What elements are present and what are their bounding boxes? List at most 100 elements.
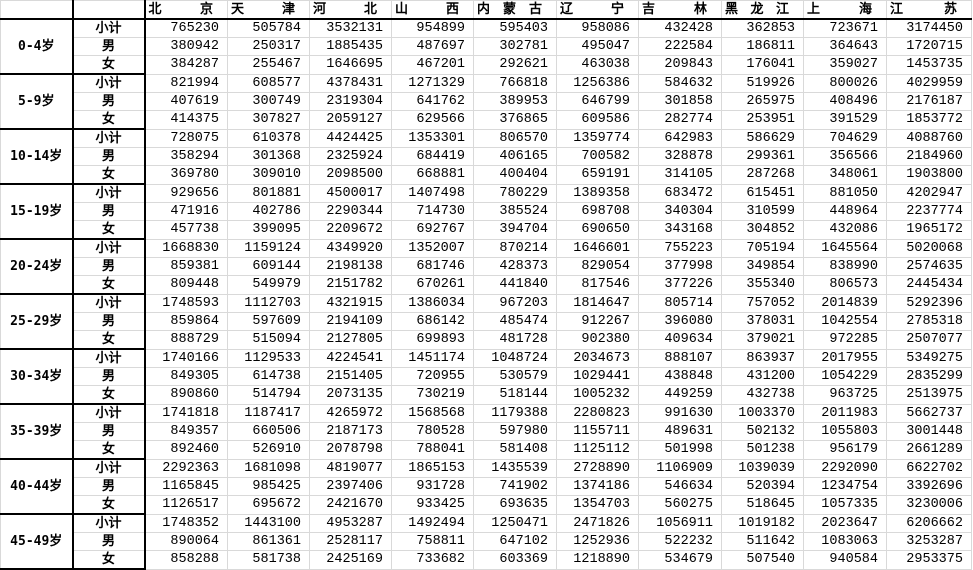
data-cell[interactable]: 2471826 — [556, 513, 639, 533]
data-cell[interactable]: 1741818 — [144, 403, 228, 423]
data-cell[interactable]: 1352007 — [391, 238, 474, 258]
data-cell[interactable]: 683472 — [638, 183, 722, 203]
data-cell[interactable]: 409634 — [638, 330, 722, 350]
row-label-cell[interactable]: 男 — [71, 257, 146, 276]
data-cell[interactable]: 1129533 — [227, 348, 310, 368]
data-cell[interactable]: 2209672 — [309, 220, 392, 240]
corner-cell-2[interactable] — [71, 0, 146, 20]
data-cell[interactable]: 432738 — [721, 385, 804, 405]
data-cell[interactable]: 399095 — [227, 220, 310, 240]
data-cell[interactable]: 1005232 — [556, 385, 639, 405]
data-cell[interactable]: 3532131 — [309, 18, 392, 38]
data-cell[interactable]: 757052 — [721, 293, 804, 313]
data-cell[interactable]: 929656 — [144, 183, 228, 203]
data-cell[interactable]: 186811 — [721, 37, 804, 56]
data-cell[interactable]: 355340 — [721, 275, 804, 295]
data-cell[interactable]: 2325924 — [309, 147, 392, 166]
age-group-cell[interactable]: 40-44岁 — [0, 458, 74, 515]
data-cell[interactable]: 457738 — [144, 220, 228, 240]
data-cell[interactable]: 3392696 — [886, 477, 972, 496]
data-cell[interactable]: 1453735 — [886, 55, 972, 75]
data-cell[interactable]: 176041 — [721, 55, 804, 75]
data-cell[interactable]: 414375 — [144, 110, 228, 130]
data-cell[interactable]: 2078798 — [309, 440, 392, 460]
row-label-cell[interactable]: 小计 — [71, 73, 146, 93]
data-cell[interactable]: 1374186 — [556, 477, 639, 496]
age-group-cell[interactable]: 30-34岁 — [0, 348, 74, 405]
data-cell[interactable]: 377226 — [638, 275, 722, 295]
age-group-cell[interactable]: 5-9岁 — [0, 73, 74, 130]
data-cell[interactable]: 1681098 — [227, 458, 310, 478]
data-cell[interactable]: 956179 — [803, 440, 887, 460]
data-cell[interactable]: 615451 — [721, 183, 804, 203]
data-cell[interactable]: 520394 — [721, 477, 804, 496]
data-cell[interactable]: 720955 — [391, 367, 474, 386]
data-cell[interactable]: 340304 — [638, 202, 722, 221]
data-cell[interactable]: 378031 — [721, 312, 804, 331]
data-cell[interactable]: 890064 — [144, 532, 228, 551]
column-header[interactable]: 江苏 — [886, 0, 972, 20]
row-label-cell[interactable]: 女 — [71, 165, 146, 185]
age-group-cell[interactable]: 15-19岁 — [0, 183, 74, 240]
data-cell[interactable]: 933425 — [391, 495, 474, 515]
data-cell[interactable]: 4088760 — [886, 128, 972, 148]
data-cell[interactable]: 432428 — [638, 18, 722, 38]
data-cell[interactable]: 6206662 — [886, 513, 972, 533]
data-cell[interactable]: 2014839 — [803, 293, 887, 313]
data-cell[interactable]: 1885435 — [309, 37, 392, 56]
data-cell[interactable]: 3174450 — [886, 18, 972, 38]
data-cell[interactable]: 2292363 — [144, 458, 228, 478]
data-cell[interactable]: 1451174 — [391, 348, 474, 368]
data-cell[interactable]: 642983 — [638, 128, 722, 148]
data-cell[interactable]: 222584 — [638, 37, 722, 56]
age-group-cell[interactable]: 45-49岁 — [0, 513, 74, 570]
data-cell[interactable]: 892460 — [144, 440, 228, 460]
data-cell[interactable]: 931728 — [391, 477, 474, 496]
data-cell[interactable]: 489631 — [638, 422, 722, 441]
data-cell[interactable]: 253951 — [721, 110, 804, 130]
column-header[interactable]: 吉林 — [638, 0, 722, 20]
row-label-cell[interactable]: 男 — [71, 37, 146, 56]
data-cell[interactable]: 1435539 — [473, 458, 557, 478]
data-cell[interactable]: 859864 — [144, 312, 228, 331]
data-cell[interactable]: 2198138 — [309, 257, 392, 276]
data-cell[interactable]: 4500017 — [309, 183, 392, 203]
data-cell[interactable]: 940584 — [803, 550, 887, 570]
data-cell[interactable]: 1256386 — [556, 73, 639, 93]
data-cell[interactable]: 3230006 — [886, 495, 972, 515]
data-cell[interactable]: 838990 — [803, 257, 887, 276]
data-cell[interactable]: 659191 — [556, 165, 639, 185]
data-cell[interactable]: 2176187 — [886, 92, 972, 111]
data-cell[interactable]: 705194 — [721, 238, 804, 258]
data-cell[interactable]: 2034673 — [556, 348, 639, 368]
data-cell[interactable]: 912267 — [556, 312, 639, 331]
data-cell[interactable]: 301368 — [227, 147, 310, 166]
data-cell[interactable]: 1645564 — [803, 238, 887, 258]
data-cell[interactable]: 394704 — [473, 220, 557, 240]
data-cell[interactable]: 546634 — [638, 477, 722, 496]
data-cell[interactable]: 369780 — [144, 165, 228, 185]
data-cell[interactable]: 1443100 — [227, 513, 310, 533]
data-cell[interactable]: 963725 — [803, 385, 887, 405]
row-label-cell[interactable]: 小计 — [71, 293, 146, 313]
data-cell[interactable]: 603369 — [473, 550, 557, 570]
column-header[interactable]: 辽宁 — [556, 0, 639, 20]
data-cell[interactable]: 1112703 — [227, 293, 310, 313]
data-cell[interactable]: 714730 — [391, 202, 474, 221]
data-cell[interactable]: 670261 — [391, 275, 474, 295]
data-cell[interactable]: 2728890 — [556, 458, 639, 478]
row-label-cell[interactable]: 小计 — [71, 403, 146, 423]
data-cell[interactable]: 788041 — [391, 440, 474, 460]
data-cell[interactable]: 2127805 — [309, 330, 392, 350]
data-cell[interactable]: 304852 — [721, 220, 804, 240]
row-label-cell[interactable]: 男 — [71, 312, 146, 331]
data-cell[interactable]: 4424425 — [309, 128, 392, 148]
data-cell[interactable]: 1720715 — [886, 37, 972, 56]
data-cell[interactable]: 2421670 — [309, 495, 392, 515]
data-cell[interactable]: 1853772 — [886, 110, 972, 130]
data-cell[interactable]: 505784 — [227, 18, 310, 38]
data-cell[interactable]: 1048724 — [473, 348, 557, 368]
data-cell[interactable]: 1740166 — [144, 348, 228, 368]
data-cell[interactable]: 1646601 — [556, 238, 639, 258]
data-cell[interactable]: 1159124 — [227, 238, 310, 258]
